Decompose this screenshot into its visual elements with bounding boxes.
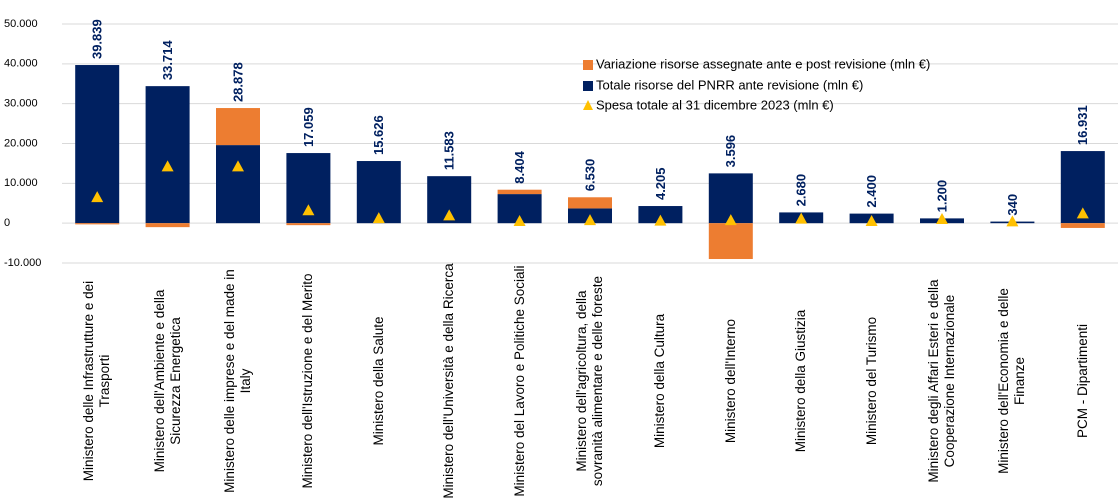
legend-label: Spesa totale al 31 dicembre 2023 (mln €) <box>596 97 834 112</box>
spend-marker <box>232 160 244 172</box>
bar-variation <box>497 189 542 195</box>
spend-marker <box>936 212 948 224</box>
spend-marker <box>302 204 315 216</box>
data-label: 8.404 <box>512 150 527 183</box>
spend-marker <box>795 212 808 224</box>
x-tick-label: Ministero degli Affari Esteri e della Co… <box>926 279 957 483</box>
y-tick-label: 20.000 <box>4 137 38 149</box>
bar-variation <box>75 223 120 225</box>
spend-marker <box>443 209 456 221</box>
x-tick-label: Ministero dell'agricoltura, della sovran… <box>574 275 605 487</box>
legend-label: Totale risorse del PNRR ante revisione (… <box>596 77 863 92</box>
legend-swatch <box>583 60 593 70</box>
legend-swatch <box>583 81 593 91</box>
data-label: 39.839 <box>90 19 105 59</box>
x-tick-label: Ministero dell'Economia e delle Finanze <box>996 288 1028 474</box>
spend-marker <box>1006 215 1019 227</box>
x-tick-label: Ministero della Cultura <box>652 313 668 449</box>
bar-variation <box>1060 223 1105 228</box>
x-tick-label: Ministero della Salute <box>370 316 386 446</box>
x-tick-label: Ministero dell'Università e della Ricerc… <box>441 263 457 499</box>
bar-total <box>145 86 190 224</box>
x-tick-label: Ministero delle Infrastrutture e dei Tra… <box>81 280 113 482</box>
bar-variation <box>286 223 331 226</box>
data-label: 16.931 <box>1075 105 1090 145</box>
bar-variation <box>568 197 612 209</box>
x-tick-label: Ministero delle imprese e del made in It… <box>222 269 253 493</box>
y-tick-label: 30.000 <box>4 98 38 110</box>
y-tick-label: 10.000 <box>4 177 38 189</box>
data-label: 2.680 <box>794 174 809 207</box>
data-label: 1.200 <box>934 180 949 213</box>
data-label: 4.205 <box>653 167 668 200</box>
x-tick-label: Ministero del Lavoro e Politiche Sociali <box>511 265 527 497</box>
spend-marker <box>865 214 878 226</box>
data-label: 3.596 <box>723 135 738 168</box>
x-tick-label: Ministero dell'Ambiente e della Sicurezz… <box>151 289 183 473</box>
bar-variation <box>708 223 753 260</box>
y-tick-label: -10.000 <box>4 257 41 269</box>
data-label: 2.400 <box>864 175 879 208</box>
y-tick-label: 40.000 <box>4 58 38 70</box>
x-tick-label: PCM - Dipartimenti <box>1074 323 1090 439</box>
data-label: 28.878 <box>230 62 245 102</box>
data-label: 15.626 <box>371 115 386 155</box>
spend-marker <box>584 214 596 226</box>
spend-marker <box>654 214 667 226</box>
legend-label: Variazione risorse assegnate ante e post… <box>596 56 930 71</box>
bar-total <box>216 145 260 224</box>
data-label: 340 <box>1005 194 1020 216</box>
spend-marker <box>1076 207 1089 219</box>
x-tick-label: Ministero dell'Interno <box>722 318 738 444</box>
spend-marker <box>161 160 174 172</box>
spend-marker <box>91 191 104 203</box>
x-tick-label: Ministero del Turismo <box>863 316 879 446</box>
x-tick-label: Ministero della Giustizia <box>793 309 809 453</box>
data-label: 6.530 <box>582 159 597 192</box>
bar-variation <box>145 223 190 228</box>
bar-variation <box>216 108 260 146</box>
x-tick-label: Ministero dell'Istruzione e del Merito <box>300 273 316 489</box>
data-label: 33.714 <box>160 40 175 81</box>
y-tick-label: 50.000 <box>4 18 38 30</box>
data-label: 17.059 <box>301 107 316 147</box>
y-tick-label: 0 <box>4 217 10 229</box>
spend-marker <box>513 214 526 226</box>
data-label: 11.583 <box>442 131 457 170</box>
spend-marker <box>724 214 737 226</box>
legend-swatch <box>583 100 593 110</box>
spend-marker <box>372 212 385 224</box>
